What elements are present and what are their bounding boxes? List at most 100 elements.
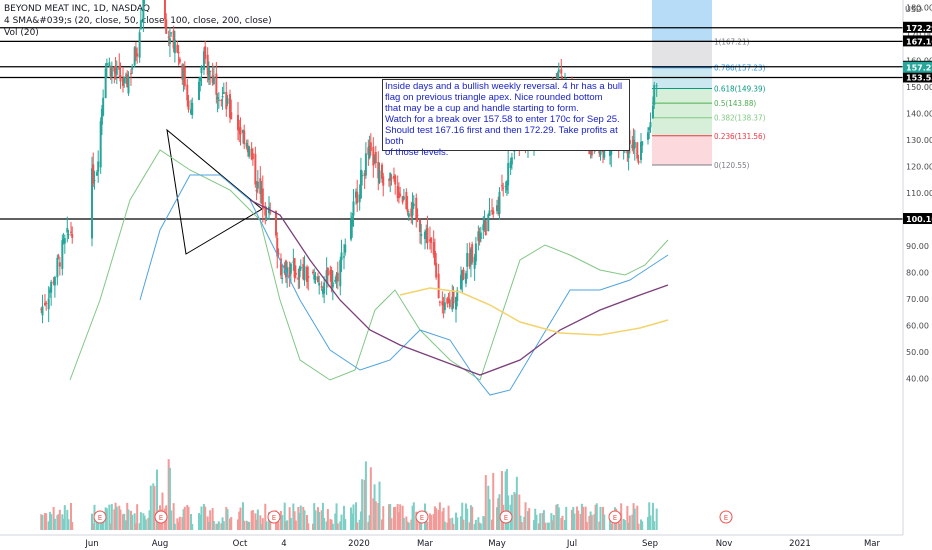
candle-body [138,32,141,58]
level-price-tag [903,213,932,225]
candle-body [491,210,493,212]
volume-bar [561,515,564,530]
earnings-marker [93,510,107,524]
candle-body [331,282,334,288]
earnings-marker [499,510,513,524]
candle-body [406,208,409,212]
volume-bar [198,513,200,530]
volume-bar [71,522,74,530]
candle-body [122,78,124,86]
candle-body [220,99,223,101]
last-price-label: 157.22 [906,64,932,73]
x-tick-label: Oct [233,539,248,549]
volume-bar [251,510,254,530]
volume-bar [126,502,129,530]
volume-bar [416,522,419,530]
volume-bar [187,506,190,530]
candle-body [461,270,464,281]
volume-bar [622,518,625,530]
fib-label: 0.618(149.39) [714,84,766,93]
volume-bar [452,523,455,530]
volume-bar [575,506,578,530]
x-tick-label: Nov [716,539,733,549]
volume-bar [302,506,305,530]
volume-bar [115,506,118,530]
volume-bar [492,472,495,530]
volume-bar [447,505,450,530]
volume-bar [113,509,116,530]
volume-bar [67,519,70,530]
volume-bar [504,471,507,530]
volume-bar [320,510,323,530]
volume-bar [655,508,658,530]
earnings-marker [608,510,622,524]
volume-bar [265,521,268,530]
volume-bar [524,502,527,530]
candle-body [57,255,60,257]
volume-bar [405,516,408,530]
candle-body [420,234,423,236]
volume-bar [281,515,284,530]
volume-bar [215,523,218,530]
candle-body [307,276,310,279]
volume-bar [411,505,414,530]
volume-bar [487,485,490,530]
candle-body [297,277,300,280]
volume-bar [534,508,537,530]
volume-bar [334,513,337,530]
candle-body [479,232,482,239]
y-tick-label: 90.00 [906,242,929,251]
volume-bar [451,517,454,530]
volume-bar [356,522,359,530]
volume-bar [552,514,555,530]
candle-body [226,98,229,104]
candle-body [207,67,210,81]
candle-body [97,161,100,172]
volume-bar [533,520,535,530]
candle-body [655,85,658,87]
candle-body [637,160,640,163]
x-tick-label: 2020 [348,539,370,549]
candle-body [222,92,225,94]
candle-body [498,191,501,214]
idea-note[interactable]: Inside days and a bullish weekly reversa… [382,79,630,158]
candle-body [640,141,642,161]
candle-body [176,44,179,53]
volume-bar [45,513,48,530]
candle-body [437,273,440,299]
fib-label: 0.236(131.56) [714,132,766,141]
volume-bar [367,521,370,530]
candle-body [352,201,355,216]
volume-bar [381,519,383,530]
candle-body [212,76,215,84]
volume-bar [209,510,212,530]
volume-bar [149,485,152,530]
candle-body [648,127,651,131]
candle-body [217,99,220,101]
candle-body [496,205,498,212]
volume-bar [527,511,529,530]
volume-bar [269,521,272,530]
volume-bar [477,517,480,530]
candle-body [451,296,454,310]
volume-bar [438,502,441,530]
volume-bar [632,503,635,530]
volume-bar [307,523,310,530]
volume-bar [649,515,652,530]
candle-body [425,230,428,239]
volume-bar [153,486,156,530]
sma-indicator-label[interactable]: 4 SMA&#039;s (20, close, 50, close, 100,… [4,16,272,26]
volume-bar [564,519,566,530]
candle-body [136,53,139,57]
level-price-tag [903,71,932,83]
fib-label: 0(120.55) [714,161,750,170]
volume-bar [182,509,185,530]
volume-bar [430,514,433,530]
candle-body [487,214,490,232]
candle-body [269,212,272,214]
volume-bar [318,512,321,530]
candle-body [340,252,343,261]
volume-indicator-label[interactable]: Vol (20) [4,28,39,38]
candle-body [314,276,317,281]
